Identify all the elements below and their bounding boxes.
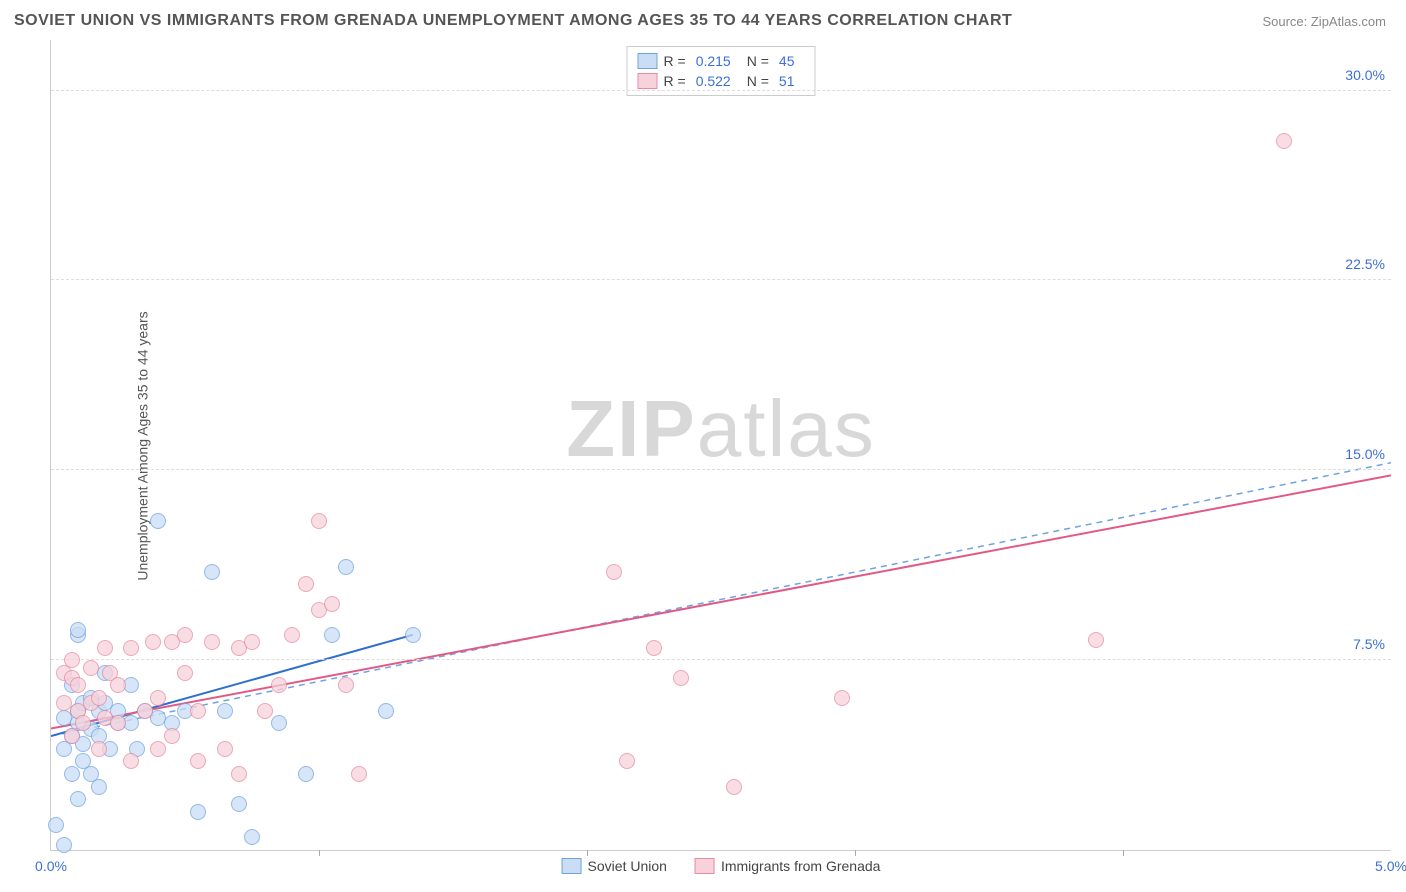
x-tick-label: 5.0% xyxy=(1375,858,1406,874)
y-tick-label: 15.0% xyxy=(1345,446,1385,462)
legend-item: Immigrants from Grenada xyxy=(695,858,881,874)
data-point xyxy=(311,513,327,529)
data-point xyxy=(217,741,233,757)
x-tick-label: 0.0% xyxy=(35,858,67,874)
y-tick-label: 22.5% xyxy=(1345,256,1385,272)
data-point xyxy=(145,634,161,650)
source-link[interactable]: ZipAtlas.com xyxy=(1311,14,1386,29)
data-point xyxy=(190,804,206,820)
series-legend: Soviet Union Immigrants from Grenada xyxy=(562,858,881,874)
gridline xyxy=(51,279,1391,280)
data-point xyxy=(150,690,166,706)
data-point xyxy=(64,766,80,782)
data-point xyxy=(56,837,72,853)
data-point xyxy=(298,576,314,592)
data-point xyxy=(324,596,340,612)
data-point xyxy=(123,753,139,769)
data-point xyxy=(64,652,80,668)
x-tick-mark xyxy=(319,850,320,856)
data-point xyxy=(83,660,99,676)
source-credit: Source: ZipAtlas.com xyxy=(1262,14,1386,29)
x-tick-mark xyxy=(855,850,856,856)
legend-row: R =0.522N =51 xyxy=(638,71,805,91)
data-point xyxy=(91,690,107,706)
data-point xyxy=(646,640,662,656)
y-tick-label: 7.5% xyxy=(1353,636,1385,652)
data-point xyxy=(606,564,622,580)
data-point xyxy=(70,622,86,638)
data-point xyxy=(164,728,180,744)
gridline xyxy=(51,659,1391,660)
data-point xyxy=(231,796,247,812)
data-point xyxy=(91,741,107,757)
data-point xyxy=(110,677,126,693)
trend-lines xyxy=(51,40,1391,850)
data-point xyxy=(204,634,220,650)
gridline xyxy=(51,469,1391,470)
x-tick-mark xyxy=(1123,850,1124,856)
source-label: Source: xyxy=(1262,14,1310,29)
data-point xyxy=(405,627,421,643)
gridline xyxy=(51,90,1391,91)
data-point xyxy=(351,766,367,782)
data-point xyxy=(834,690,850,706)
chart-title: SOVIET UNION VS IMMIGRANTS FROM GRENADA … xyxy=(14,12,1012,30)
legend-item: Soviet Union xyxy=(562,858,667,874)
data-point xyxy=(217,703,233,719)
x-tick-mark xyxy=(587,850,588,856)
data-point xyxy=(338,559,354,575)
data-point xyxy=(75,715,91,731)
data-point xyxy=(204,564,220,580)
data-point xyxy=(298,766,314,782)
data-point xyxy=(257,703,273,719)
data-point xyxy=(190,753,206,769)
data-point xyxy=(726,779,742,795)
data-point xyxy=(1276,133,1292,149)
legend-row: R =0.215N =45 xyxy=(638,51,805,71)
data-point xyxy=(271,715,287,731)
data-point xyxy=(271,677,287,693)
data-point xyxy=(244,829,260,845)
y-tick-label: 30.0% xyxy=(1345,67,1385,83)
scatter-plot: ZIPatlas R =0.215N =45R =0.522N =51 Sovi… xyxy=(50,40,1391,851)
data-point xyxy=(137,703,153,719)
data-point xyxy=(91,779,107,795)
data-point xyxy=(673,670,689,686)
data-point xyxy=(190,703,206,719)
data-point xyxy=(70,677,86,693)
data-point xyxy=(284,627,300,643)
data-point xyxy=(619,753,635,769)
data-point xyxy=(70,791,86,807)
data-point xyxy=(177,665,193,681)
watermark: ZIPatlas xyxy=(566,383,875,475)
data-point xyxy=(338,677,354,693)
data-point xyxy=(110,715,126,731)
data-point xyxy=(244,634,260,650)
data-point xyxy=(48,817,64,833)
data-point xyxy=(64,728,80,744)
data-point xyxy=(231,766,247,782)
correlation-legend: R =0.215N =45R =0.522N =51 xyxy=(627,46,816,96)
data-point xyxy=(150,741,166,757)
data-point xyxy=(123,640,139,656)
data-point xyxy=(324,627,340,643)
data-point xyxy=(1088,632,1104,648)
data-point xyxy=(150,513,166,529)
data-point xyxy=(97,640,113,656)
data-point xyxy=(177,627,193,643)
data-point xyxy=(378,703,394,719)
